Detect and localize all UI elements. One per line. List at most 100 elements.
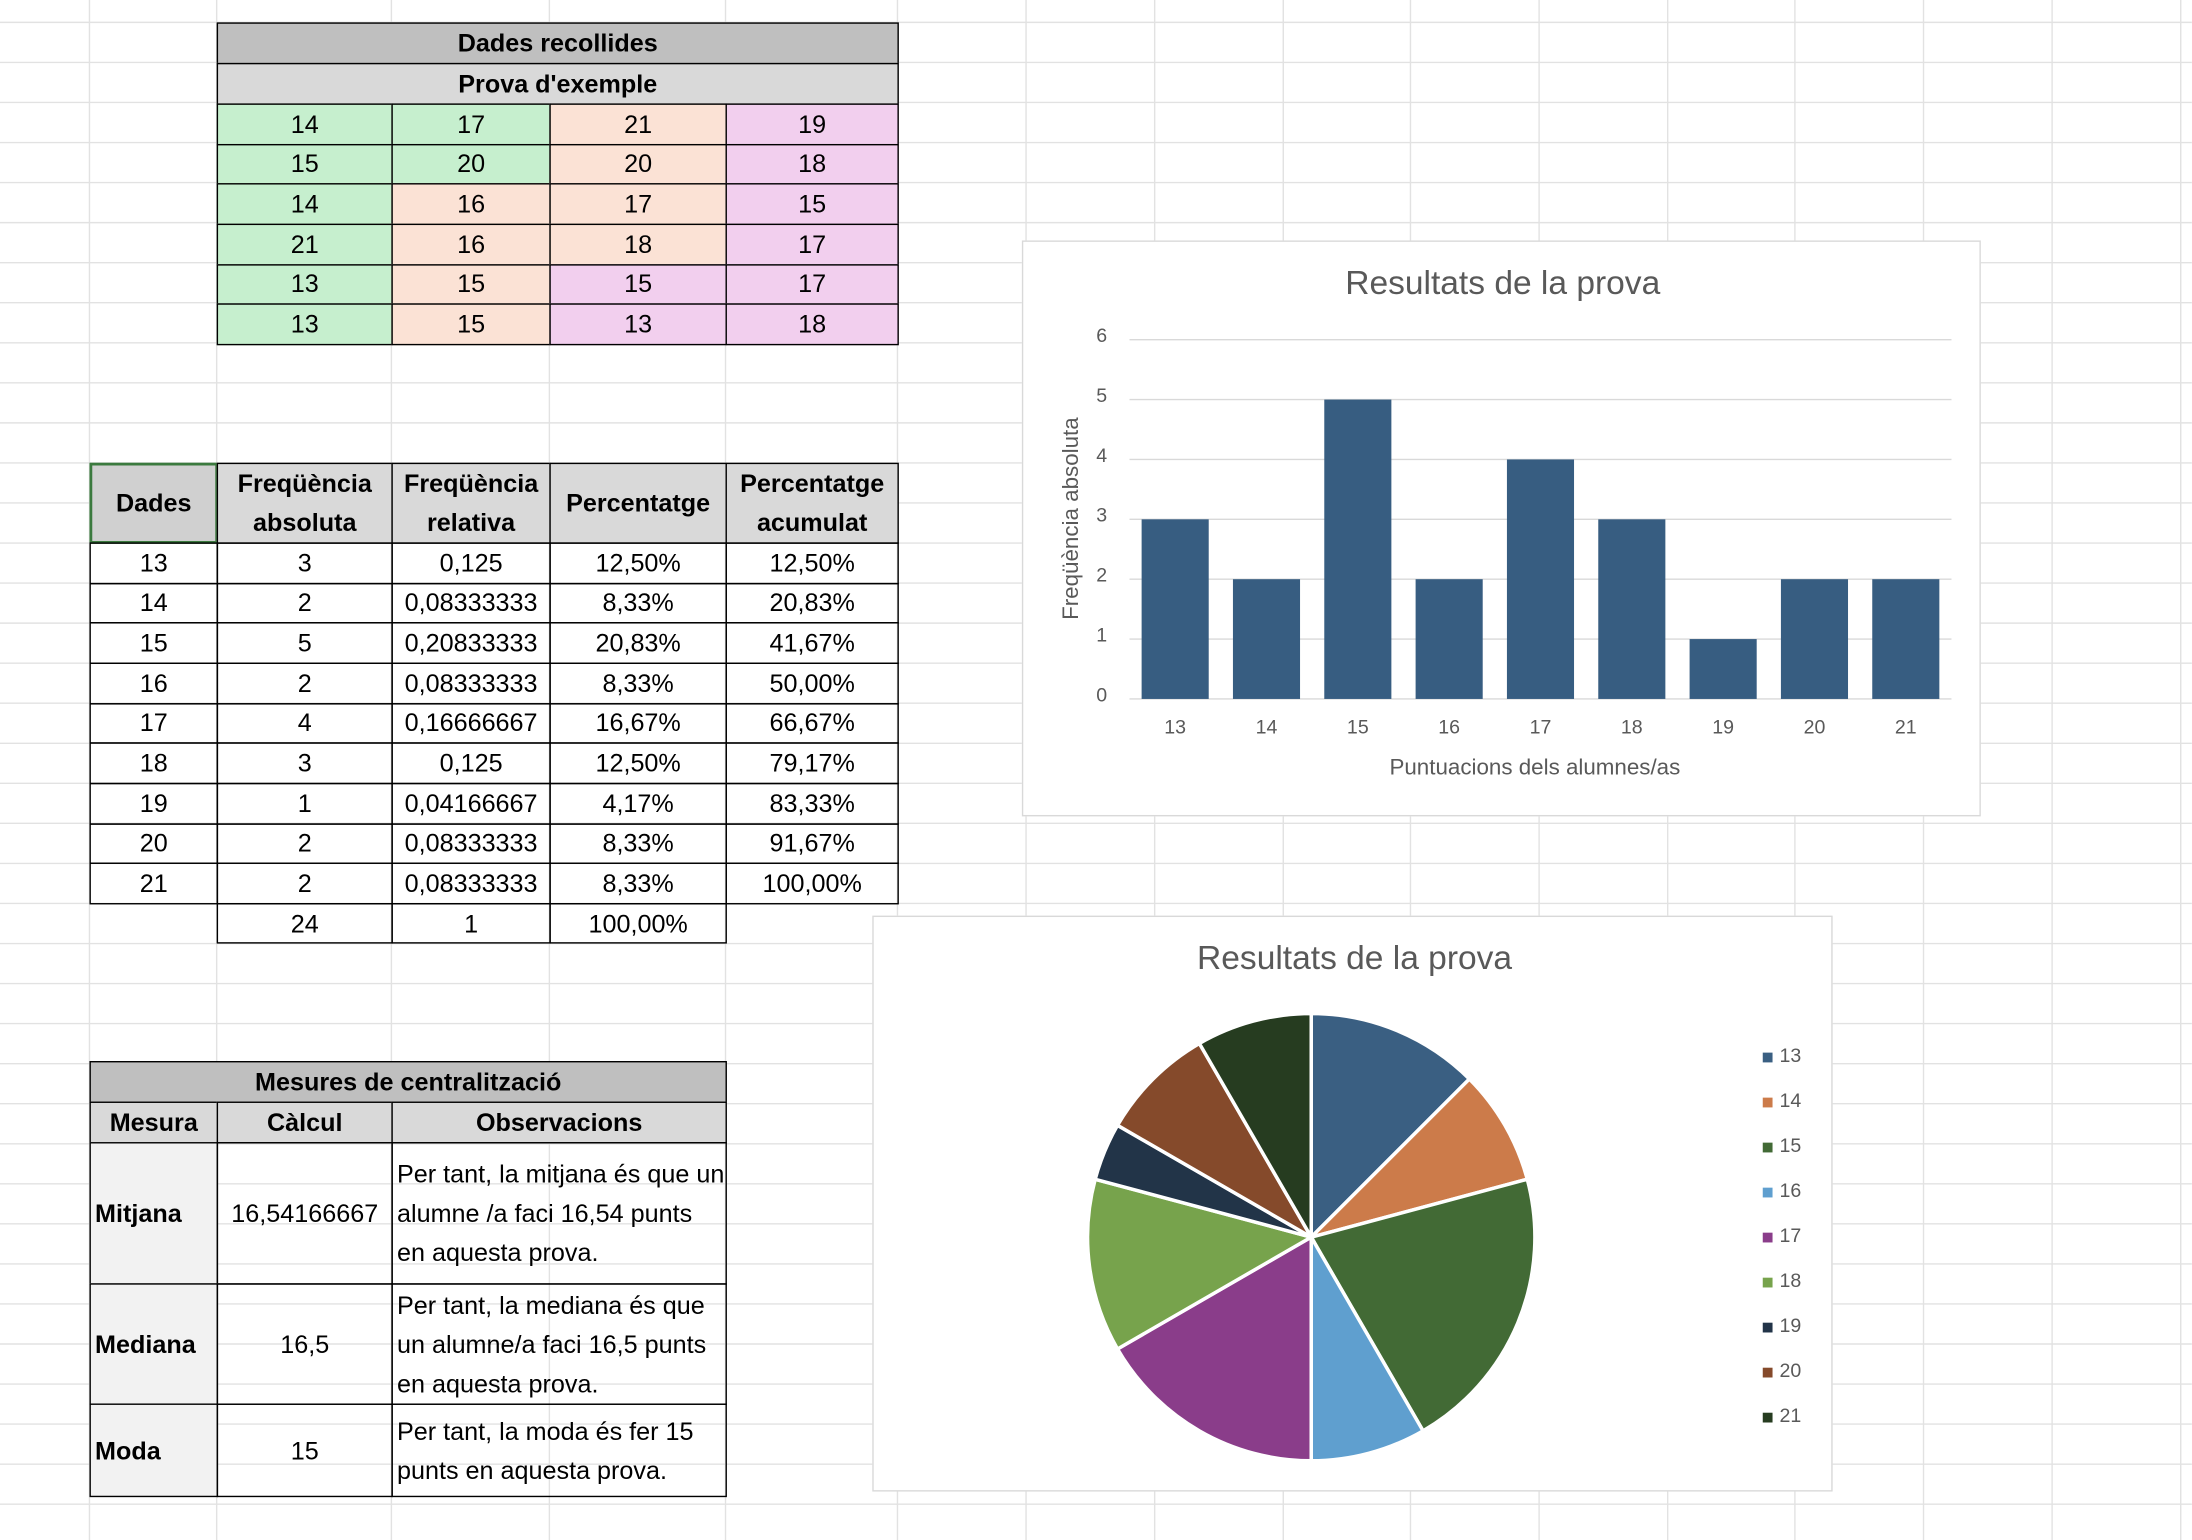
cell[interactable]: 12,50% bbox=[549, 742, 727, 785]
cell[interactable]: 16,5 bbox=[216, 1283, 393, 1405]
cell[interactable]: 1 bbox=[391, 902, 551, 945]
cell[interactable]: Dades bbox=[89, 462, 219, 544]
pie-chart-box[interactable]: Resultats de la prova 13 14 15 16 17 18 19 20 21 bbox=[872, 915, 1833, 1492]
cell[interactable]: 13 bbox=[89, 542, 219, 584]
cell[interactable]: Percentatge bbox=[549, 462, 727, 544]
cell[interactable]: 2 bbox=[216, 662, 393, 704]
cell[interactable]: 66,67% bbox=[725, 702, 899, 745]
cell[interactable]: 20,83% bbox=[549, 622, 727, 664]
cell[interactable]: 13 bbox=[216, 303, 393, 346]
cell[interactable]: 2 bbox=[216, 582, 393, 624]
cell[interactable]: 18 bbox=[89, 742, 219, 785]
cell[interactable]: 20,83% bbox=[725, 582, 899, 624]
cell[interactable]: 0,125 bbox=[391, 542, 551, 584]
cell[interactable]: 15 bbox=[391, 263, 551, 306]
cell[interactable]: 100,00% bbox=[725, 862, 899, 905]
cell[interactable]: 5 bbox=[216, 622, 393, 664]
cell[interactable]: 15 bbox=[549, 263, 727, 306]
cell[interactable]: 16 bbox=[391, 183, 551, 225]
cell[interactable]: 14 bbox=[89, 582, 219, 624]
cell[interactable]: 19 bbox=[89, 782, 219, 825]
cell[interactable]: Moda bbox=[89, 1403, 219, 1498]
cell[interactable]: 0,08333333 bbox=[391, 662, 551, 704]
pie-slice bbox=[1305, 1076, 1530, 1241]
cell[interactable]: 15 bbox=[89, 622, 219, 664]
cell[interactable]: 50,00% bbox=[725, 662, 899, 704]
cell[interactable]: 8,33% bbox=[549, 822, 727, 865]
cell[interactable]: 18 bbox=[725, 143, 899, 185]
cell[interactable]: 0,16666667 bbox=[391, 702, 551, 745]
cell[interactable]: 4 bbox=[216, 702, 393, 745]
cell[interactable]: 24 bbox=[216, 902, 393, 945]
cell[interactable]: 18 bbox=[549, 223, 727, 266]
legend-label: 19 bbox=[1780, 1315, 1802, 1337]
cell[interactable]: 16 bbox=[89, 662, 219, 704]
cell[interactable]: 2 bbox=[216, 822, 393, 865]
cell[interactable]: 15 bbox=[216, 1403, 393, 1498]
cell[interactable]: 14 bbox=[216, 183, 393, 225]
cell[interactable]: 20 bbox=[549, 143, 727, 185]
cell[interactable]: 19 bbox=[725, 103, 899, 145]
cell[interactable]: 2 bbox=[216, 862, 393, 905]
cell[interactable]: 13 bbox=[216, 263, 393, 306]
cell[interactable]: 41,67% bbox=[725, 622, 899, 664]
cell[interactable]: 91,67% bbox=[725, 822, 899, 865]
cell[interactable]: 79,17% bbox=[725, 742, 899, 785]
cell[interactable]: Observacions bbox=[391, 1101, 727, 1144]
cell[interactable]: 0,08333333 bbox=[391, 582, 551, 624]
cell[interactable]: 16,54166667 bbox=[216, 1142, 393, 1285]
cell[interactable]: 0,08333333 bbox=[391, 822, 551, 865]
cell[interactable]: 17 bbox=[549, 183, 727, 225]
cell[interactable]: 8,33% bbox=[549, 662, 727, 704]
cell[interactable]: 8,33% bbox=[549, 582, 727, 624]
chart-title: Resultats de la prova bbox=[1197, 940, 1512, 977]
cell[interactable]: 1 bbox=[216, 782, 393, 825]
cell[interactable]: 15 bbox=[391, 303, 551, 346]
cell[interactable]: Percentatge acumulat bbox=[725, 462, 899, 544]
cell[interactable]: 0,08333333 bbox=[391, 862, 551, 905]
cell[interactable]: 16,67% bbox=[549, 702, 727, 745]
cell[interactable]: 14 bbox=[216, 103, 393, 145]
cell[interactable]: 3 bbox=[216, 542, 393, 584]
cell[interactable]: 0,125 bbox=[391, 742, 551, 785]
legend-label: 20 bbox=[1780, 1360, 1802, 1382]
bar-chart-box[interactable]: Resultats de la prova 0 1 2 3 4 5 6 13 14 15 16 17 18… bbox=[1021, 240, 1981, 817]
cell[interactable]: 3 bbox=[216, 742, 393, 785]
cell[interactable]: 0,20833333 bbox=[391, 622, 551, 664]
cell[interactable]: 21 bbox=[549, 103, 727, 145]
cell[interactable]: 18 bbox=[725, 303, 899, 346]
cell[interactable]: 100,00% bbox=[549, 902, 727, 945]
cell[interactable]: 12,50% bbox=[725, 542, 899, 584]
cell[interactable]: Per tant, la mediana és que un alumne/a … bbox=[391, 1283, 727, 1405]
cell[interactable]: 21 bbox=[89, 862, 219, 905]
cell[interactable]: Per tant, la moda és fer 15 punts en aqu… bbox=[391, 1403, 727, 1498]
cell[interactable]: Per tant, la mitjana és que un alumne /a… bbox=[391, 1142, 727, 1285]
cell[interactable]: 83,33% bbox=[725, 782, 899, 825]
cell[interactable]: Dades recollides bbox=[216, 22, 899, 65]
cell[interactable]: 12,50% bbox=[549, 542, 727, 584]
cell[interactable]: Mesures de centralització bbox=[89, 1061, 727, 1103]
cell[interactable]: 13 bbox=[549, 303, 727, 346]
cell[interactable]: Mesura bbox=[89, 1101, 219, 1144]
cell[interactable]: Freqüència absoluta bbox=[216, 462, 393, 544]
cell[interactable]: 20 bbox=[89, 822, 219, 865]
cell[interactable]: 21 bbox=[216, 223, 393, 266]
cell[interactable]: Prova d'exemple bbox=[216, 62, 899, 105]
cell[interactable]: 17 bbox=[725, 223, 899, 266]
cell[interactable]: 17 bbox=[725, 263, 899, 306]
cell[interactable]: Càlcul bbox=[216, 1101, 393, 1144]
cell[interactable]: 4,17% bbox=[549, 782, 727, 825]
cell[interactable]: 15 bbox=[216, 143, 393, 185]
cell[interactable]: 0,04166667 bbox=[391, 782, 551, 825]
cell[interactable]: 20 bbox=[391, 143, 551, 185]
cell[interactable]: 15 bbox=[725, 183, 899, 225]
cell[interactable]: 16 bbox=[391, 223, 551, 266]
cell[interactable]: Mitjana bbox=[89, 1142, 219, 1285]
cell[interactable]: 8,33% bbox=[549, 862, 727, 905]
cell[interactable]: 17 bbox=[89, 702, 219, 745]
cell[interactable]: 17 bbox=[391, 103, 551, 145]
legend-label: 16 bbox=[1780, 1180, 1802, 1202]
legend-label: 21 bbox=[1780, 1405, 1802, 1427]
cell[interactable]: Mediana bbox=[89, 1283, 219, 1405]
cell[interactable]: Freqüència relativa bbox=[391, 462, 551, 544]
